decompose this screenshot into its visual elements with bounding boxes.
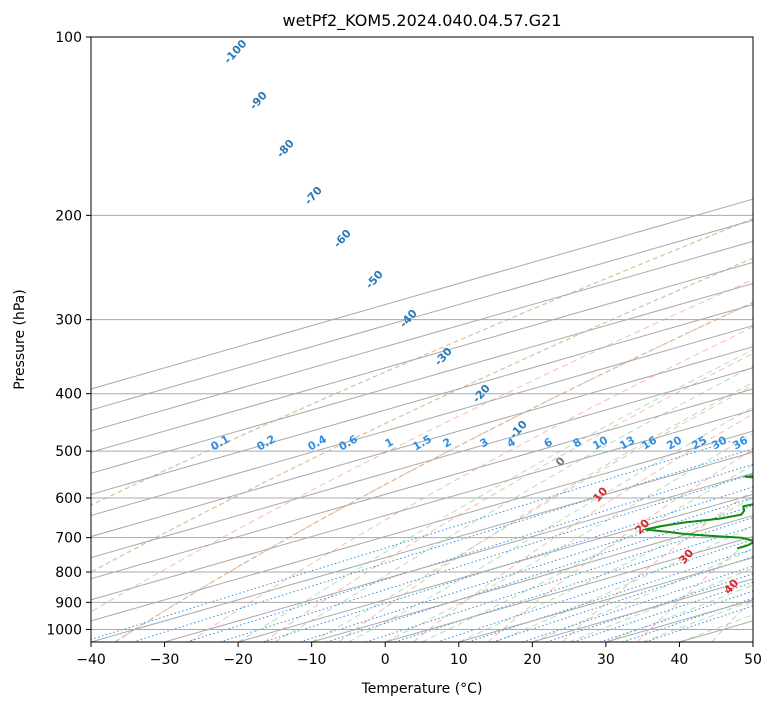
isotherm-label: -50 <box>363 268 386 292</box>
y-tick-label: 200 <box>55 208 82 224</box>
x-tick-label: −40 <box>76 652 106 668</box>
isotherm-label: -60 <box>331 227 354 251</box>
moist-adiabat <box>643 37 775 642</box>
isotherm-label: -40 <box>397 307 420 331</box>
x-tick-label: 10 <box>450 652 468 668</box>
mixing-ratio-label: 20 <box>664 433 684 452</box>
x-tick-label: −10 <box>297 652 327 668</box>
mixing-ratio-label: 0.4 <box>306 432 330 453</box>
adiabat-label: 40 <box>721 576 741 596</box>
chart-title: wetPf2_KOM5.2024.040.04.57.G21 <box>282 11 561 31</box>
isotherm-line <box>753 37 775 642</box>
y-tick-label: 100 <box>55 30 82 46</box>
mixing-ratio-label: 10 <box>590 433 610 452</box>
y-tick-label: 700 <box>55 531 82 547</box>
mixing-ratio-label: 1.5 <box>411 432 434 453</box>
x-tick-label: 30 <box>597 652 615 668</box>
plot-frame <box>91 37 753 642</box>
isotherm-line <box>385 37 775 642</box>
y-tick-label: 900 <box>55 595 82 611</box>
isotherm-label: -30 <box>432 345 455 369</box>
y-tick-label: 600 <box>55 491 82 507</box>
isotherm-label: -80 <box>274 137 297 161</box>
x-tick-label: 40 <box>671 652 689 668</box>
dewpoint-profile <box>645 37 775 549</box>
y-tick-label: 800 <box>55 565 82 581</box>
moist-adiabat <box>569 37 775 642</box>
mixing-ratio-label: 6 <box>542 435 555 450</box>
adiabat-label: 30 <box>676 546 696 566</box>
dry-adiabat <box>413 37 775 642</box>
y-tick-label: 500 <box>55 444 82 460</box>
mixing-ratio-label: 13 <box>617 434 637 453</box>
isotherm-label: -70 <box>302 184 325 208</box>
adiabat-label: 10 <box>590 484 610 504</box>
profiles <box>645 37 775 549</box>
dry-adiabat <box>115 37 775 642</box>
dry-adiabat <box>264 37 775 642</box>
mixing-ratio-label: 0.2 <box>255 432 278 453</box>
mixing-ratio-label: 16 <box>639 433 659 452</box>
background-lines <box>0 37 775 642</box>
x-tick-label: −20 <box>223 652 253 668</box>
isotherm-line <box>679 37 775 642</box>
moist-adiabat <box>679 37 775 642</box>
y-tick-label: 300 <box>55 313 82 329</box>
y-axis-label: Pressure (hPa) <box>12 289 28 389</box>
mixing-ratio-line <box>83 441 733 642</box>
tan-curve <box>115 37 775 642</box>
x-tick-label: 20 <box>523 652 541 668</box>
moist-adiabat <box>496 37 775 642</box>
moist-adiabat <box>238 181 775 642</box>
mixing-ratio-label: 3 <box>478 435 491 450</box>
x-tick-label: 50 <box>744 652 762 668</box>
dry-adiabat <box>712 37 775 642</box>
mixing-ratio-label: 0.1 <box>209 432 232 453</box>
mixing-ratio-label: 0.6 <box>337 432 361 453</box>
isotherm-label: -100 <box>221 37 249 66</box>
mixing-ratio-line <box>573 441 775 642</box>
plot-area <box>0 37 775 642</box>
x-axis-label: Temperature (°C) <box>361 681 483 697</box>
moist-adiabat <box>348 114 775 642</box>
mixing-ratio-label: 2 <box>441 435 454 450</box>
x-axis: −40 −30 −20 −10 0 10 20 30 40 50 <box>76 642 762 668</box>
moist-adiabat <box>312 141 775 642</box>
mixing-ratio-label: 36 <box>730 433 750 452</box>
mixing-ratio-line <box>437 441 775 642</box>
mixing-ratio-line <box>264 441 775 642</box>
y-axis: 100 200 300 400 500 600 700 800 900 1000 <box>46 30 91 638</box>
y-tick-label: 400 <box>55 387 82 403</box>
isotherm-label: -90 <box>247 89 270 113</box>
dry-adiabat <box>563 37 775 642</box>
x-tick-label: 0 <box>381 652 390 668</box>
y-tick-label: 1000 <box>46 622 82 638</box>
x-tick-label: −30 <box>150 652 180 668</box>
mixing-ratio-label: 25 <box>689 434 709 453</box>
isotherm-line <box>91 37 775 642</box>
